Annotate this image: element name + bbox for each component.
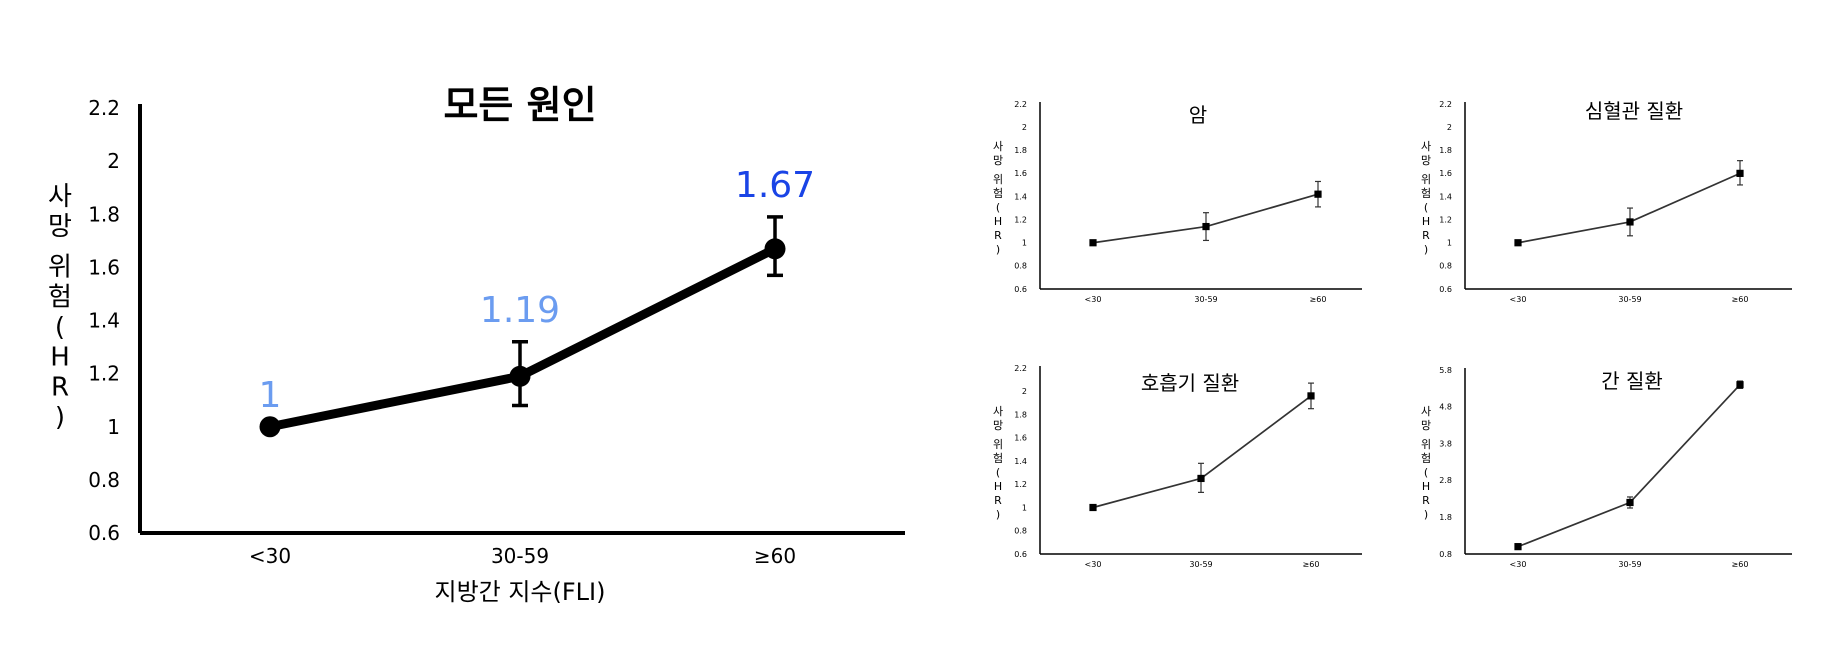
y-tick-label: 0.8	[88, 468, 120, 492]
y-tick-label: 1.6	[1014, 434, 1027, 443]
data-point	[1514, 239, 1522, 247]
x-tick-label: <30	[1085, 295, 1102, 304]
x-tick-label: 30-59	[491, 544, 549, 568]
y-tick-label: 0.8	[1439, 262, 1452, 271]
data-point	[1202, 222, 1210, 231]
data-label: 1	[259, 375, 282, 416]
x-tick-label: 30-59	[1189, 560, 1212, 569]
x-tick-label: ≥60	[1732, 295, 1749, 304]
series-line	[1517, 384, 1741, 548]
y-tick-label: 2.2	[1014, 100, 1027, 109]
y-tick-label: 1.4	[88, 309, 120, 333]
y-tick-label: 1	[1447, 239, 1452, 248]
y-tick-label: 0.6	[1014, 285, 1027, 294]
x-axis-label: 지방간 지수(FLI)	[434, 578, 605, 606]
y-tick-label: 1.2	[1014, 480, 1027, 489]
y-tick-label: 1	[107, 415, 120, 439]
y-tick-label: 2	[107, 149, 120, 173]
data-point	[1089, 503, 1097, 512]
y-tick-label: 1.4	[1439, 192, 1452, 201]
x-tick-label: <30	[1085, 560, 1102, 569]
data-point	[509, 365, 531, 387]
y-tick-label: 1	[1022, 239, 1027, 248]
y-tick-label: 1.2	[1014, 215, 1027, 224]
data-point	[1626, 218, 1634, 226]
y-tick-label: 1.8	[88, 202, 120, 226]
chart-p2: 0.6 0.8 1 1.2 1.4 1.6 1.8 2 2.2 <30 30-59 ≥60 심혈관 질환…	[1421, 99, 1792, 304]
data-point	[1626, 498, 1634, 507]
y-axis-label: 사 망 위 험(H R)	[48, 182, 72, 433]
y-tick-label: 1.8	[1014, 410, 1027, 419]
chart-title: 모든 원인	[443, 83, 596, 127]
y-tick-label: 3.8	[1439, 439, 1452, 448]
x-tick-label: 30-59	[1194, 295, 1217, 304]
y-tick-label: 2.2	[1014, 364, 1027, 373]
y-tick-label: 2.2	[1439, 100, 1452, 109]
y-tick-label: 1.8	[1014, 146, 1027, 155]
y-tick-label: 0.6	[1014, 550, 1027, 559]
chart-p4: 0.8 1.8 2.8 3.8 4.8 5.8 <30 30-59 ≥60 간 질환사 망 위 험(H R…	[1421, 366, 1792, 569]
y-tick-label: 1	[1022, 503, 1027, 512]
chart-title: 심혈관 질환	[1585, 99, 1683, 123]
y-tick-label: 1.2	[88, 362, 120, 386]
chart-main: 0.6 0.8 1 1.2 1.4 1.6 1.8 2 2.2 <30 30-59 ≥60 모든 원인사…	[48, 83, 905, 606]
y-tick-label: 0.8	[1014, 527, 1027, 536]
y-tick-label: 2	[1447, 123, 1452, 132]
x-tick-label: ≥60	[1303, 560, 1320, 569]
chart-p1: 0.6 0.8 1 1.2 1.4 1.6 1.8 2 2.2 <30 30-59 ≥60 암사 망 위 험(…	[993, 100, 1362, 304]
y-tick-label: 0.6	[1439, 285, 1452, 294]
y-axis-label: 사 망 위 험(H R)	[993, 405, 1003, 521]
data-point	[1307, 392, 1315, 400]
y-axis-label: 사 망 위 험(H R)	[1421, 405, 1431, 521]
data-label: 1.19	[480, 290, 560, 331]
x-tick-label: 30-59	[1618, 560, 1641, 569]
x-tick-label: <30	[1510, 560, 1527, 569]
data-point	[1736, 169, 1744, 177]
chart-p3: 0.6 0.8 1 1.2 1.4 1.6 1.8 2 2.2 <30 30-59 ≥60 호흡기 질환…	[993, 364, 1362, 569]
data-label: 1.67	[735, 165, 815, 206]
y-axis-label: 사 망 위 험(H R)	[993, 140, 1003, 256]
data-point	[1514, 543, 1522, 551]
data-point	[1197, 474, 1205, 483]
y-tick-label: 1.8	[1439, 146, 1452, 155]
y-axis-label: 사 망 위 험(H R)	[1421, 140, 1431, 256]
series-line	[269, 244, 778, 432]
y-tick-label: 1.4	[1014, 457, 1027, 466]
y-tick-label: 2	[1022, 387, 1027, 396]
y-tick-label: 0.8	[1014, 262, 1027, 271]
y-tick-label: 1.6	[1014, 169, 1027, 178]
y-tick-label: 1.6	[1439, 169, 1452, 178]
data-point	[1089, 239, 1097, 247]
y-tick-label: 0.8	[1439, 550, 1452, 559]
x-tick-label: 30-59	[1618, 295, 1641, 304]
y-tick-label: 1.8	[1439, 513, 1452, 522]
data-point	[259, 416, 281, 438]
x-tick-label: ≥60	[754, 544, 796, 568]
y-tick-label: 1.6	[88, 255, 120, 279]
chart-title: 호흡기 질환	[1141, 371, 1239, 395]
x-tick-label: ≥60	[1732, 560, 1749, 569]
y-tick-label: 0.6	[88, 521, 120, 545]
y-tick-label: 2.8	[1439, 476, 1452, 485]
data-point	[1314, 190, 1322, 198]
x-tick-label: ≥60	[1310, 295, 1327, 304]
y-tick-label: 1.2	[1439, 215, 1452, 224]
y-tick-label: 2	[1022, 123, 1027, 132]
x-tick-label: <30	[249, 544, 291, 568]
y-tick-label: 4.8	[1439, 403, 1452, 412]
y-tick-label: 2.2	[88, 96, 120, 120]
data-point	[764, 238, 786, 260]
y-tick-label: 5.8	[1439, 366, 1452, 375]
chart-title: 간 질환	[1601, 369, 1663, 393]
series-line	[1092, 395, 1312, 509]
x-tick-label: <30	[1510, 295, 1527, 304]
data-point	[1736, 381, 1744, 389]
chart-title: 암	[1189, 103, 1207, 127]
y-tick-label: 1.4	[1014, 192, 1027, 201]
